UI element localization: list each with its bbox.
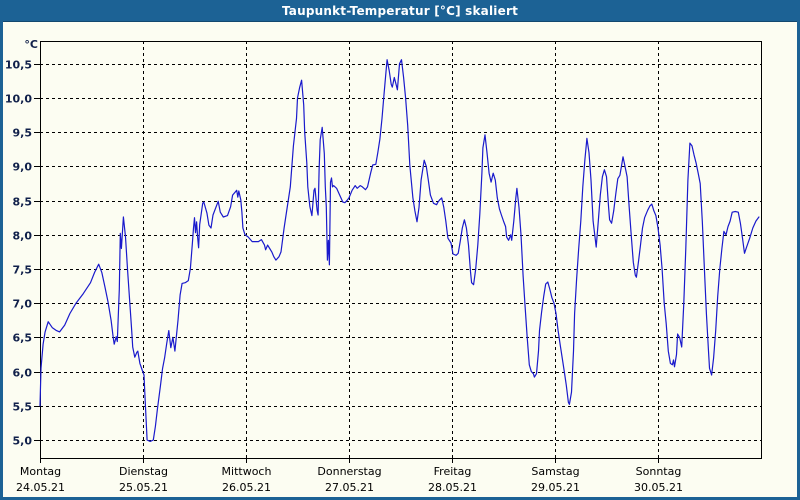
- chart-canvas: 10,5 10,0 9,5 9,0 8,5 8,0 7,5 7,0 6,5 6,0 5,5 5,0 °C…: [5, 38, 762, 494]
- x-weekday-label: Montag: [20, 465, 61, 478]
- y-axis-labels: 10,5 10,0 9,5 9,0 8,5 8,0 7,5 7,0 6,5 6,0 5,5 5,0 °C: [5, 38, 38, 448]
- temperature-line: [39, 59, 760, 442]
- y-tick-label: 10,5: [5, 59, 32, 72]
- x-weekday-label: Freitag: [434, 465, 472, 478]
- x-weekday-label: Dienstag: [119, 465, 168, 478]
- x-weekday-label: Mittwoch: [222, 465, 272, 478]
- chart-title: Taupunkt-Temperatur [°C] skaliert: [281, 3, 519, 18]
- axis-ticks: [34, 64, 659, 463]
- x-date-label: 25.05.21: [119, 481, 168, 494]
- y-tick-label: 5,0: [13, 435, 33, 448]
- x-weekday-label: Sonntag: [636, 465, 682, 478]
- plot-border: [40, 41, 762, 459]
- y-tick-label: 10,0: [5, 93, 32, 106]
- x-axis-labels: Montag 24.05.21 Dienstag 25.05.21 Mittwoch 26…: [16, 465, 683, 494]
- chart-area: 10,5 10,0 9,5 9,0 8,5 8,0 7,5 7,0 6,5 6,0 5,5 5,0 °C…: [3, 22, 797, 497]
- y-tick-label: 5,5: [13, 401, 33, 414]
- y-tick-label: 8,5: [13, 196, 33, 209]
- x-weekday-label: Donnerstag: [317, 465, 381, 478]
- x-date-label: 30.05.21: [634, 481, 683, 494]
- y-tick-label: 9,0: [13, 161, 33, 174]
- y-tick-label: 6,5: [13, 332, 33, 345]
- y-tick-label: 7,0: [13, 298, 33, 311]
- y-axis-unit-label: °C: [24, 38, 38, 51]
- x-date-label: 26.05.21: [222, 481, 271, 494]
- x-date-label: 28.05.21: [428, 481, 477, 494]
- x-date-label: 24.05.21: [16, 481, 65, 494]
- x-date-label: 27.05.21: [325, 481, 374, 494]
- y-tick-label: 6,0: [13, 367, 33, 380]
- plot-frame: [40, 41, 762, 459]
- window-title-bar: Taupunkt-Temperatur [°C] skaliert: [3, 3, 797, 22]
- x-weekday-label: Samstag: [531, 465, 579, 478]
- x-date-label: 29.05.21: [531, 481, 580, 494]
- y-tick-label: 8,0: [13, 230, 33, 243]
- gridlines: [40, 41, 761, 458]
- y-tick-label: 7,5: [13, 264, 33, 277]
- y-tick-label: 9,5: [13, 127, 33, 140]
- data-series: [39, 59, 760, 442]
